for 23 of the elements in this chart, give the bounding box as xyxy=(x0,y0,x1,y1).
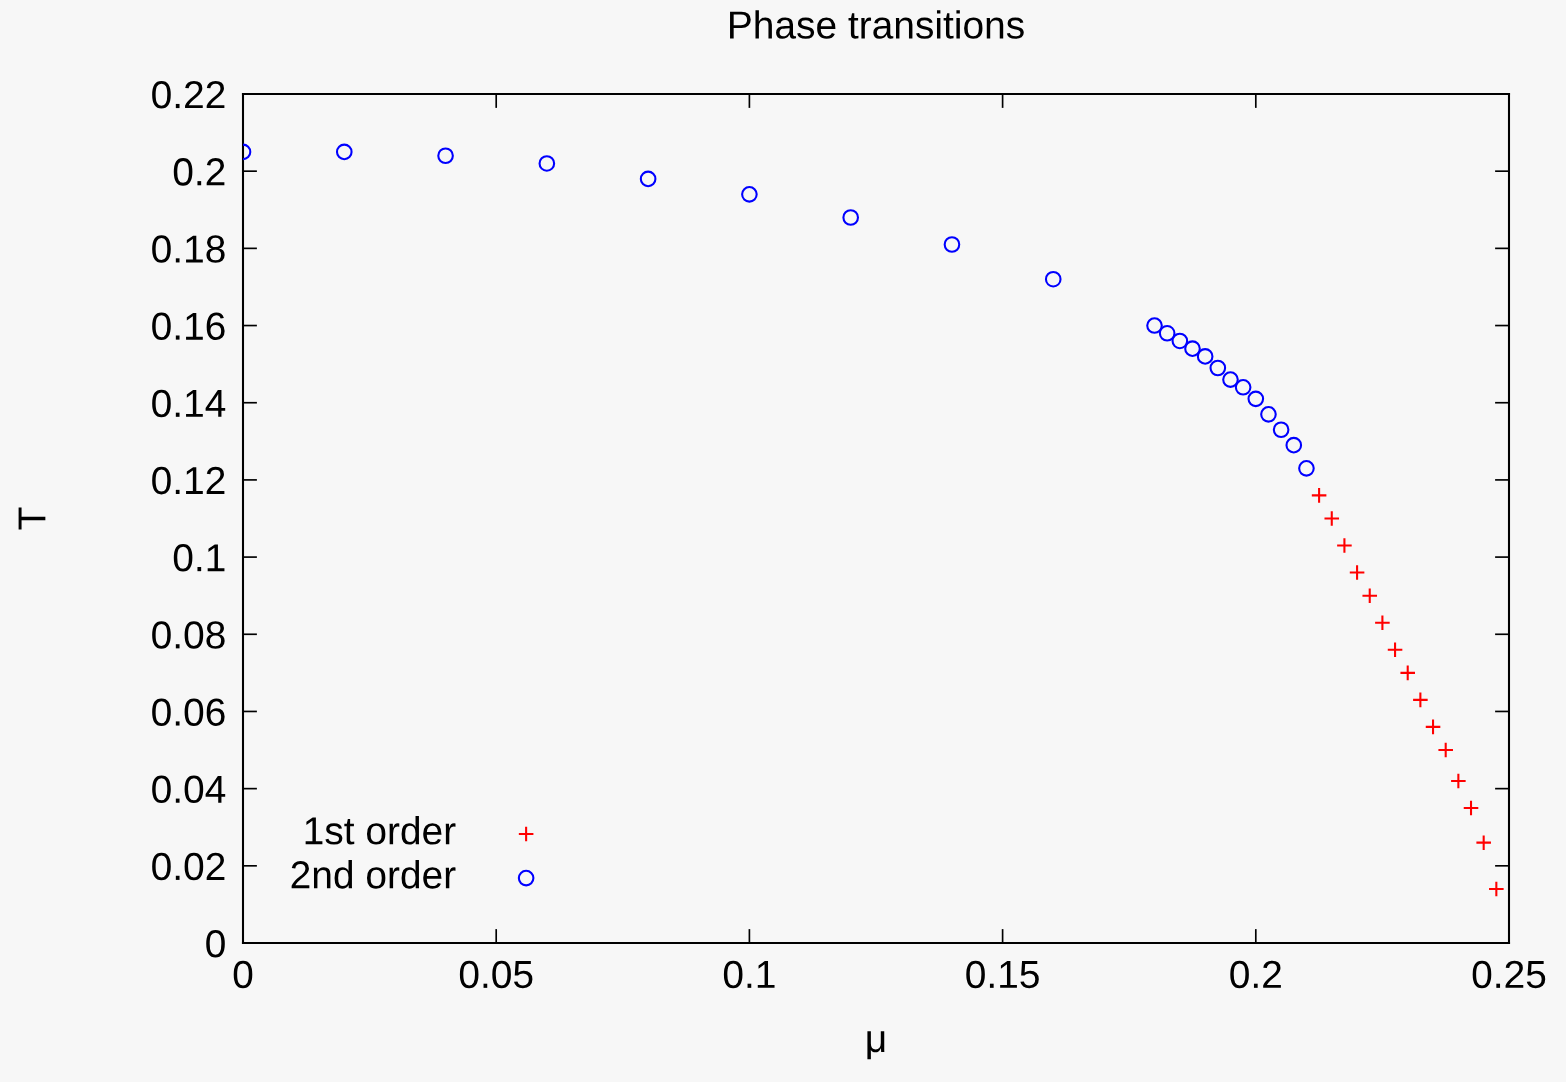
y-tick-label: 0.1 xyxy=(173,544,225,572)
y-tick-label: 0.02 xyxy=(152,852,225,881)
y-tick-label: 0.16 xyxy=(152,312,225,341)
y-tick-label: 0.22 xyxy=(152,80,225,109)
y-tick-label: 0.18 xyxy=(152,235,225,263)
legend-label: 1st order xyxy=(305,816,456,845)
y-tick-label: 0 xyxy=(206,929,225,958)
x-tick-label: 0.05 xyxy=(459,960,533,989)
y-tick-label: 0.06 xyxy=(152,698,225,726)
y-tick-label: 0.08 xyxy=(152,621,225,649)
y-tick-label: 0.2 xyxy=(173,158,225,186)
y-tick-label: 0.04 xyxy=(152,775,226,804)
x-tick-label: 0.1 xyxy=(723,960,775,989)
x-tick-label: 0 xyxy=(233,960,253,989)
y-tick-label: 0.14 xyxy=(152,389,226,418)
x-tick-label: 0.25 xyxy=(1472,960,1546,989)
x-axis-title: μ xyxy=(867,1031,885,1060)
legend-label: 2nd order xyxy=(291,860,456,889)
y-tick-label: 0.12 xyxy=(152,466,225,495)
x-tick-label: 0.15 xyxy=(966,960,1039,989)
y-axis-title: T xyxy=(18,507,46,530)
chart-title: Phase transitions xyxy=(730,10,1024,39)
x-tick-label: 0.2 xyxy=(1230,960,1281,989)
